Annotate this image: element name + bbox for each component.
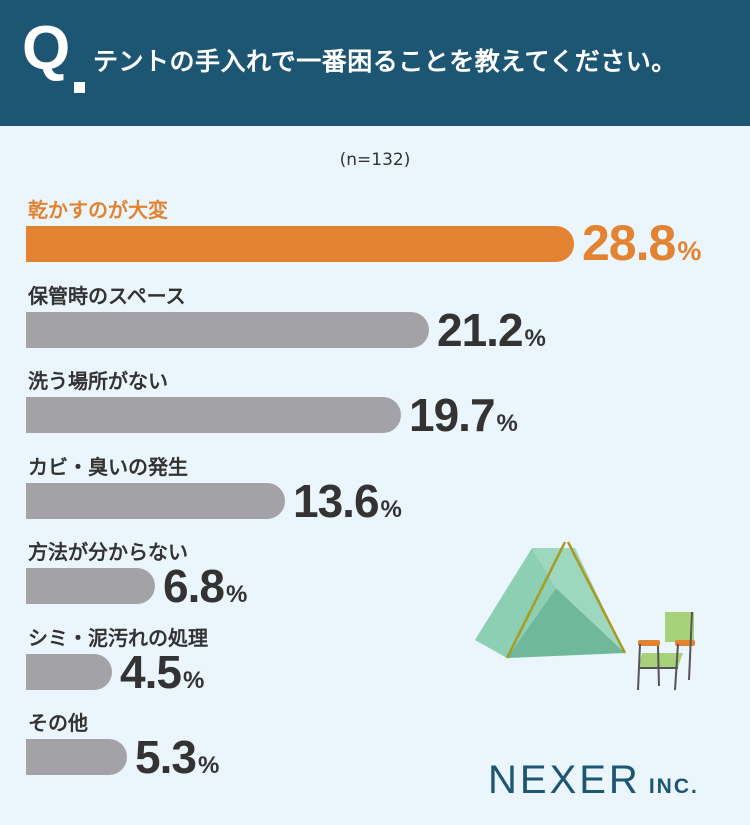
percent-sign: %: [380, 495, 402, 523]
logo-name: NEXER: [488, 758, 641, 802]
camp-chair-icon: [637, 611, 695, 691]
sample-size-label: (n=132): [339, 150, 411, 170]
bar: [26, 397, 401, 433]
bar-label: 方法が分からない: [28, 540, 188, 564]
percent-sign: %: [182, 666, 205, 694]
percent-sign: %: [496, 410, 518, 437]
logo-suffix: INC.: [648, 775, 699, 798]
bar: [26, 311, 429, 348]
value-number: 5.3: [135, 731, 197, 783]
value-number: 28.8: [582, 215, 676, 271]
bar: [26, 739, 127, 775]
q-mark-dot: [74, 82, 85, 93]
value-number: 6.8: [163, 560, 225, 612]
bar: [26, 653, 112, 690]
value-number: 13.6: [293, 474, 380, 527]
data-label: 6.8%: [163, 563, 247, 609]
bar: [26, 482, 285, 519]
data-label: 4.5%: [120, 649, 204, 695]
data-label: 5.3%: [135, 734, 219, 780]
percent-sign: %: [524, 324, 546, 352]
percent-sign: %: [197, 752, 220, 779]
bar-label: 保管時のスペース: [28, 283, 186, 308]
bar-label: 乾かすのが大変: [28, 198, 168, 222]
bar-label: カビ・臭いの発生: [28, 454, 188, 479]
value-number: 4.5: [120, 645, 182, 698]
bar-label: シミ・泥汚れの処理: [28, 625, 208, 650]
tent-icon: [475, 541, 627, 659]
bar-label: 洗う場所がない: [28, 369, 168, 393]
percent-sign: %: [677, 236, 702, 266]
bar: [26, 226, 574, 262]
camping-illustration: [475, 541, 695, 691]
question-text: テントの手入れで一番困ることを教えてください。: [93, 47, 677, 76]
percent-sign: %: [225, 581, 248, 608]
header-banner: Q テントの手入れで一番困ることを教えてください。: [0, 0, 750, 126]
value-number: 21.2: [437, 303, 524, 356]
data-label: 13.6%: [293, 478, 402, 524]
company-logo: NEXER INC.: [488, 758, 699, 803]
bar: [26, 568, 155, 604]
data-label: 28.8%: [582, 218, 701, 268]
data-label: 21.2%: [437, 307, 546, 353]
q-mark: Q: [22, 14, 71, 83]
value-number: 19.7: [409, 389, 496, 441]
data-label: 19.7%: [409, 392, 518, 438]
bar-label: その他: [28, 711, 88, 735]
